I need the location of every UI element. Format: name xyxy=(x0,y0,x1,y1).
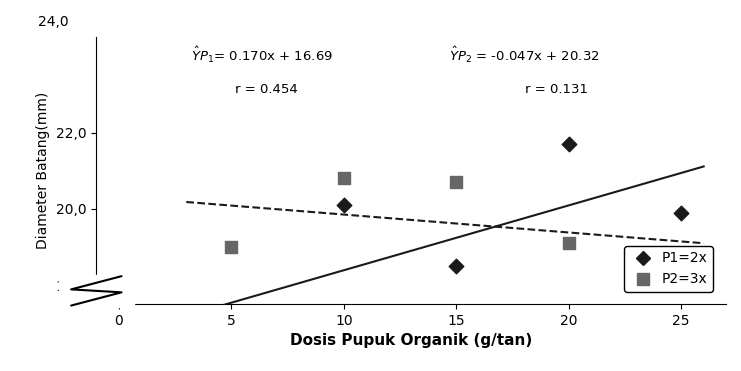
Y-axis label: Diameter Batang(mm): Diameter Batang(mm) xyxy=(36,92,50,249)
Bar xyxy=(59,275,134,307)
Text: $\hat{Y}P_1$= 0.170x + 16.69: $\hat{Y}P_1$= 0.170x + 16.69 xyxy=(190,45,333,65)
Text: $\hat{Y}P_2$ = -0.047x + 20.32: $\hat{Y}P_2$ = -0.047x + 20.32 xyxy=(449,45,599,65)
P2=3x xyxy=(338,175,350,181)
Text: r = 0.454: r = 0.454 xyxy=(235,82,298,95)
P1=2x xyxy=(562,141,574,147)
P1=2x xyxy=(675,210,687,216)
Text: 24,0: 24,0 xyxy=(38,15,69,29)
P2=3x xyxy=(451,179,462,185)
P2=3x xyxy=(675,256,687,262)
X-axis label: Dosis Pupuk Organik (g/tan): Dosis Pupuk Organik (g/tan) xyxy=(290,334,532,348)
P1=2x xyxy=(451,263,462,269)
Legend: P1=2x, P2=3x: P1=2x, P2=3x xyxy=(624,246,713,292)
P2=3x xyxy=(562,240,574,246)
P1=2x xyxy=(338,202,350,208)
Text: r = 0.131: r = 0.131 xyxy=(525,82,588,95)
P2=3x xyxy=(225,244,237,250)
P1=2x xyxy=(225,313,237,319)
